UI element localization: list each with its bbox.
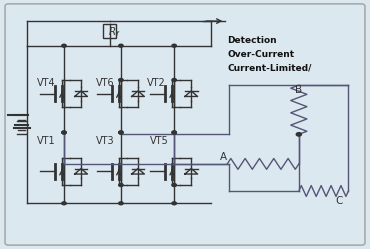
Text: Detection: Detection <box>227 36 277 45</box>
Circle shape <box>62 202 66 205</box>
Text: VT1: VT1 <box>37 135 56 145</box>
Circle shape <box>172 78 176 81</box>
Circle shape <box>172 184 176 187</box>
Text: Over-Current: Over-Current <box>227 50 295 59</box>
Circle shape <box>62 131 66 134</box>
Text: C: C <box>336 196 343 206</box>
Text: A: A <box>220 151 227 162</box>
Text: Current-Limited/: Current-Limited/ <box>227 63 312 72</box>
Text: VT2: VT2 <box>147 78 165 88</box>
Text: VT4: VT4 <box>37 78 56 88</box>
Circle shape <box>296 133 302 136</box>
Text: $R_f$: $R_f$ <box>108 25 121 39</box>
Circle shape <box>119 184 123 187</box>
Bar <box>103 24 116 38</box>
Circle shape <box>119 44 123 47</box>
Text: B: B <box>295 85 302 95</box>
Circle shape <box>172 202 176 205</box>
Text: VT5: VT5 <box>150 135 169 145</box>
Circle shape <box>172 131 176 134</box>
Circle shape <box>172 131 176 134</box>
Text: VT3: VT3 <box>96 135 114 145</box>
Circle shape <box>119 78 123 81</box>
Circle shape <box>62 44 66 47</box>
Circle shape <box>119 131 123 134</box>
Text: VT6: VT6 <box>96 78 114 88</box>
Circle shape <box>119 202 123 205</box>
Circle shape <box>119 131 123 134</box>
FancyBboxPatch shape <box>5 4 365 245</box>
Circle shape <box>172 44 176 47</box>
Circle shape <box>62 131 66 134</box>
